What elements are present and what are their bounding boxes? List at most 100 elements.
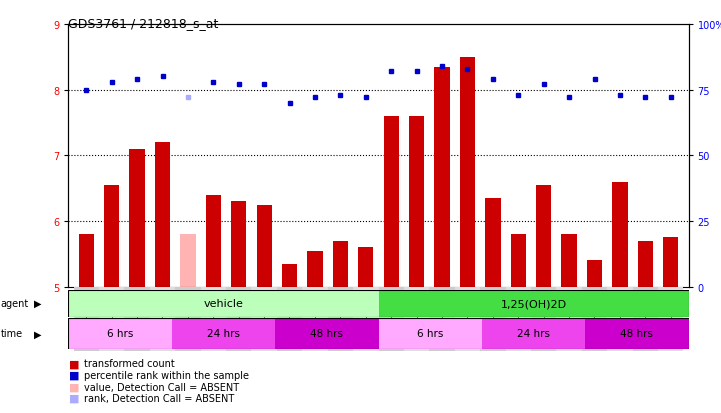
- Bar: [658, 287, 684, 351]
- Text: GSM400066: GSM400066: [565, 290, 574, 337]
- Text: ▶: ▶: [34, 328, 41, 339]
- Bar: [257, 205, 272, 287]
- Bar: [455, 287, 480, 351]
- Bar: [333, 241, 348, 287]
- Bar: [155, 143, 170, 287]
- Bar: [79, 235, 94, 287]
- Text: ▶: ▶: [34, 298, 41, 309]
- Bar: [277, 287, 302, 351]
- Text: time: time: [1, 328, 23, 339]
- Bar: [505, 287, 531, 351]
- Bar: [612, 182, 627, 287]
- Text: GDS3761 / 212818_s_at: GDS3761 / 212818_s_at: [68, 17, 219, 29]
- Text: GSM400057: GSM400057: [438, 290, 446, 337]
- Bar: [429, 287, 455, 351]
- Bar: [130, 150, 145, 287]
- Bar: [384, 116, 399, 287]
- Bar: [510, 235, 526, 287]
- Bar: [74, 287, 99, 351]
- Text: GSM400052: GSM400052: [107, 290, 116, 337]
- Text: ■: ■: [68, 393, 79, 403]
- Bar: [663, 238, 678, 287]
- Bar: [460, 57, 475, 287]
- Text: GSM400067: GSM400067: [285, 290, 294, 337]
- Bar: [536, 185, 552, 287]
- Bar: [68, 318, 172, 349]
- Text: 1,25(OH)2D: 1,25(OH)2D: [500, 298, 567, 309]
- Text: agent: agent: [1, 298, 29, 309]
- Text: GSM400053: GSM400053: [133, 290, 141, 337]
- Text: 48 hrs: 48 hrs: [310, 328, 343, 339]
- Text: vehicle: vehicle: [203, 298, 244, 309]
- Text: transformed count: transformed count: [84, 358, 175, 368]
- Text: GSM400051: GSM400051: [81, 290, 91, 337]
- Bar: [379, 318, 482, 349]
- Text: GSM400063: GSM400063: [488, 290, 497, 337]
- Text: 6 hrs: 6 hrs: [107, 328, 133, 339]
- Bar: [175, 287, 200, 351]
- Bar: [632, 287, 658, 351]
- Bar: [353, 287, 379, 351]
- Bar: [252, 287, 277, 351]
- Bar: [358, 248, 373, 287]
- Text: value, Detection Call = ABSENT: value, Detection Call = ABSENT: [84, 382, 239, 392]
- Text: GSM400072: GSM400072: [616, 290, 624, 337]
- Bar: [482, 318, 585, 349]
- Bar: [435, 67, 450, 287]
- Text: ■: ■: [68, 370, 79, 380]
- Bar: [231, 202, 247, 287]
- Bar: [480, 287, 505, 351]
- Bar: [607, 287, 632, 351]
- Bar: [150, 287, 175, 351]
- Bar: [379, 287, 404, 351]
- Bar: [180, 235, 195, 287]
- Text: 48 hrs: 48 hrs: [620, 328, 653, 339]
- Text: 24 hrs: 24 hrs: [207, 328, 240, 339]
- Bar: [172, 318, 275, 349]
- Text: GSM400064: GSM400064: [514, 290, 523, 337]
- Bar: [379, 290, 689, 317]
- Text: GSM400070: GSM400070: [361, 290, 371, 337]
- Bar: [638, 241, 653, 287]
- Bar: [531, 287, 557, 351]
- Text: GSM400071: GSM400071: [590, 290, 599, 337]
- Bar: [404, 287, 429, 351]
- Text: percentile rank within the sample: percentile rank within the sample: [84, 370, 249, 380]
- Bar: [302, 287, 328, 351]
- Text: GSM400061: GSM400061: [234, 290, 243, 337]
- Bar: [275, 318, 379, 349]
- Text: GSM400059: GSM400059: [183, 290, 193, 337]
- Text: 6 hrs: 6 hrs: [417, 328, 443, 339]
- Text: GSM400069: GSM400069: [336, 290, 345, 337]
- Text: GSM400074: GSM400074: [666, 290, 676, 337]
- Bar: [557, 287, 582, 351]
- Text: ■: ■: [68, 358, 79, 368]
- Text: GSM400060: GSM400060: [209, 290, 218, 337]
- Bar: [409, 116, 424, 287]
- Text: GSM400055: GSM400055: [386, 290, 396, 337]
- Text: GSM400073: GSM400073: [641, 290, 650, 337]
- Bar: [99, 287, 125, 351]
- Text: GSM400062: GSM400062: [260, 290, 269, 337]
- Text: ■: ■: [68, 382, 79, 392]
- Bar: [104, 185, 119, 287]
- Bar: [307, 251, 322, 287]
- Text: rank, Detection Call = ABSENT: rank, Detection Call = ABSENT: [84, 393, 234, 403]
- Bar: [226, 287, 252, 351]
- Bar: [562, 235, 577, 287]
- Bar: [582, 287, 607, 351]
- Bar: [585, 318, 689, 349]
- Bar: [485, 199, 500, 287]
- Bar: [205, 195, 221, 287]
- Text: GSM400054: GSM400054: [158, 290, 167, 337]
- Text: GSM400065: GSM400065: [539, 290, 548, 337]
- Bar: [587, 261, 602, 287]
- Bar: [328, 287, 353, 351]
- Bar: [200, 287, 226, 351]
- Text: GSM400056: GSM400056: [412, 290, 421, 337]
- Text: 24 hrs: 24 hrs: [517, 328, 550, 339]
- Bar: [68, 290, 379, 317]
- Text: GSM400058: GSM400058: [463, 290, 472, 337]
- Bar: [282, 264, 297, 287]
- Bar: [125, 287, 150, 351]
